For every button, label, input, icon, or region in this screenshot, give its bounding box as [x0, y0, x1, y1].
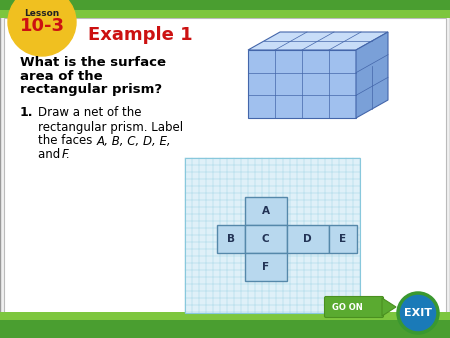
Bar	[328, 224, 356, 252]
Bar	[244, 224, 287, 252]
Text: F.: F.	[62, 148, 71, 162]
Text: Example 1: Example 1	[88, 26, 193, 44]
Text: E: E	[339, 234, 346, 244]
Text: B: B	[226, 234, 234, 244]
Polygon shape	[248, 50, 356, 118]
Text: What is the surface: What is the surface	[20, 55, 166, 69]
Text: 1.: 1.	[20, 106, 33, 120]
Bar	[244, 197, 287, 224]
FancyBboxPatch shape	[324, 296, 383, 317]
Bar	[0, 312, 450, 320]
Bar	[216, 224, 244, 252]
Bar	[287, 224, 328, 252]
Text: rectangular prism?: rectangular prism?	[20, 83, 162, 97]
Text: and: and	[38, 148, 64, 162]
Bar	[4, 18, 446, 320]
Text: rectangular prism. Label: rectangular prism. Label	[38, 121, 183, 134]
Text: D: D	[303, 234, 312, 244]
Bar	[0, 320, 450, 338]
Text: C: C	[262, 234, 269, 244]
Text: the faces: the faces	[38, 135, 96, 147]
Circle shape	[398, 293, 438, 333]
Text: A, B, C, D, E,: A, B, C, D, E,	[97, 135, 171, 147]
Text: F: F	[262, 262, 269, 272]
Text: EXIT: EXIT	[404, 308, 432, 318]
Bar	[0, 0, 450, 10]
Polygon shape	[248, 32, 388, 50]
Circle shape	[8, 0, 76, 56]
Text: A: A	[261, 206, 270, 216]
Polygon shape	[356, 32, 388, 118]
Bar	[244, 252, 287, 281]
Text: GO ON: GO ON	[332, 303, 363, 312]
Bar	[0, 10, 450, 18]
Bar	[185, 158, 360, 313]
Text: area of the: area of the	[20, 70, 103, 82]
Text: Lesson: Lesson	[24, 9, 59, 19]
Polygon shape	[382, 298, 396, 316]
Text: Draw a net of the: Draw a net of the	[38, 106, 141, 120]
Text: 10-3: 10-3	[19, 17, 64, 35]
